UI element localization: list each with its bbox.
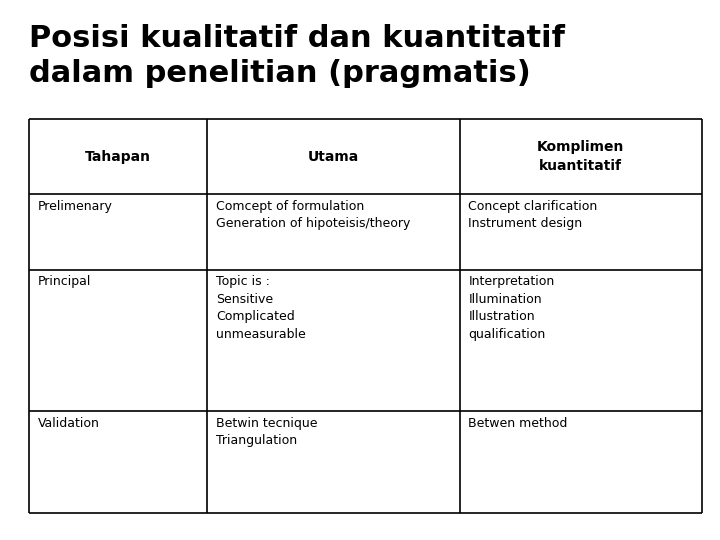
Text: Validation: Validation (37, 416, 99, 429)
Text: Prelimenary: Prelimenary (37, 200, 112, 213)
Text: Concept clarification
Instrument design: Concept clarification Instrument design (468, 200, 598, 230)
Text: Betwen method: Betwen method (468, 416, 567, 429)
Text: Utama: Utama (307, 150, 359, 164)
Text: Posisi kualitatif dan kuantitatif
dalam penelitian (pragmatis): Posisi kualitatif dan kuantitatif dalam … (29, 24, 564, 88)
Text: Betwin tecnique
Triangulation: Betwin tecnique Triangulation (216, 416, 318, 447)
Text: Interpretation
Illumination
Illustration
qualification: Interpretation Illumination Illustration… (468, 275, 554, 341)
Text: Topic is :
Sensitive
Complicated
unmeasurable: Topic is : Sensitive Complicated unmeasu… (216, 275, 305, 341)
Text: Principal: Principal (37, 275, 91, 288)
Text: Komplimen
kuantitatif: Komplimen kuantitatif (537, 140, 624, 173)
Text: Tahapan: Tahapan (85, 150, 151, 164)
Text: Comcept of formulation
Generation of hipoteisis/theory: Comcept of formulation Generation of hip… (216, 200, 410, 230)
